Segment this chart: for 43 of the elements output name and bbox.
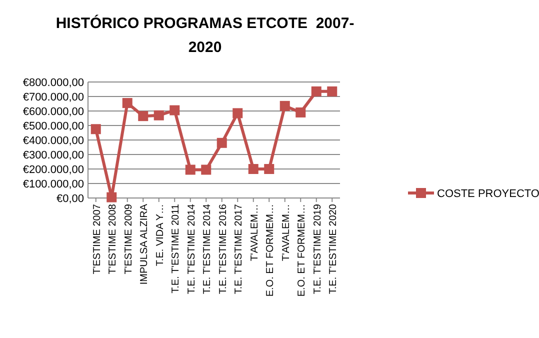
point [106, 192, 117, 202]
x-tick-label: T'ESTIME 2008 [108, 204, 119, 274]
point [327, 86, 338, 96]
point [90, 124, 101, 134]
y-tick-label: €200.000,00 [22, 164, 84, 176]
y-tick-label: €0,00 [56, 192, 84, 205]
point [154, 110, 164, 120]
x-tick-label: T.E. T'ESTIME 2014 [186, 204, 198, 294]
y-tick-label: €500.000,00 [22, 120, 84, 132]
y-tick-label: €600.000,00 [22, 106, 84, 118]
point [248, 164, 258, 174]
x-tick-label: E.O. ET FORMEM… [265, 204, 276, 297]
x-tick-label: T.E. T'ESTIME 2016 [218, 204, 229, 294]
x-tick-label: T.E. T'ESTIME 2017 [234, 204, 245, 294]
x-tick-label: T.E. VIDA Y… [154, 204, 166, 266]
x-tick-label: T'AVALEM… [280, 204, 292, 262]
x-tick-label: T'ESTIME 2009 [123, 204, 134, 274]
point [311, 86, 322, 96]
y-tick-label: €400.000,00 [22, 134, 84, 147]
point [216, 138, 227, 148]
x-tick-label: T'ESTIME 2007 [92, 204, 103, 274]
x-tick-label: T.E. T'ESTIME 2014 [202, 204, 214, 294]
point [201, 164, 212, 175]
point [138, 111, 148, 122]
x-tick-label: T.E. T'ESTIME 2019 [312, 204, 324, 294]
point [280, 100, 290, 111]
point [232, 108, 243, 118]
x-tick-label: T'AVALEM… [249, 204, 260, 262]
y-tick-label: €100.000,00 [22, 178, 84, 190]
y-tick-label: €300.000,00 [22, 149, 84, 162]
point [264, 164, 274, 174]
point [122, 98, 132, 108]
x-tick-label: T.E. T'ESTIME 2011 [170, 204, 182, 294]
x-tick-label: T.E. T'ESTIME 2020 [328, 204, 340, 294]
y-tick-label: €700.000,00 [22, 91, 84, 104]
point [170, 105, 180, 116]
point [185, 164, 196, 175]
point [296, 107, 306, 118]
y-tick-label: €800.000,00 [22, 76, 84, 89]
legend-label: COSTE PROYECTO [437, 188, 539, 200]
x-tick-label: E.O. ET FORMEM… [296, 204, 308, 297]
x-tick-label: IMPULSA ALZIRA [139, 204, 150, 285]
chart-title: HISTÓRICO PROGRAMAS ETCOTE 2007- 2020 [56, 14, 354, 56]
